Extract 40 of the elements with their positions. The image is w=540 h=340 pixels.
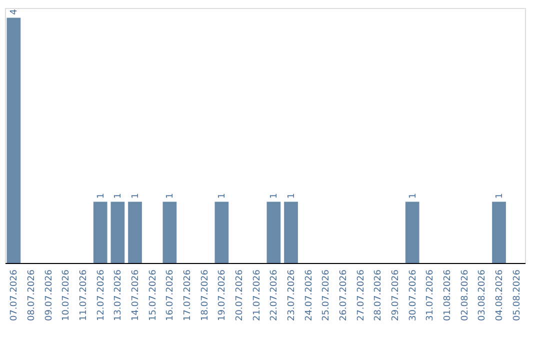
data-label: 1 <box>131 192 141 199</box>
data-label: 1 <box>166 192 176 199</box>
data-label: 1 <box>270 192 280 199</box>
x-tick-label: 19.07.2026 <box>218 269 228 322</box>
x-tick-label: 27.07.2026 <box>356 269 366 322</box>
x-tick-label: 13.07.2026 <box>114 269 124 322</box>
data-label: 1 <box>287 192 297 199</box>
x-tick-label: 01.08.2026 <box>443 269 453 322</box>
data-label: 1 <box>96 192 106 199</box>
data-label: 4 <box>10 8 20 15</box>
x-tick-label: 21.07.2026 <box>252 269 262 322</box>
x-tick-label: 08.07.2026 <box>27 269 37 322</box>
x-tick-label: 30.07.2026 <box>408 269 418 322</box>
x-tick-label: 28.07.2026 <box>374 269 384 322</box>
x-tick-label: 09.07.2026 <box>44 269 54 322</box>
x-tick-label: 18.07.2026 <box>200 269 210 322</box>
x-tick-label: 15.07.2026 <box>148 269 158 322</box>
x-tick-label: 10.07.2026 <box>62 269 72 322</box>
x-tick-label: 31.07.2026 <box>426 269 436 322</box>
x-tick-label: 07.07.2026 <box>10 269 20 322</box>
x-tick-label: 20.07.2026 <box>235 269 245 322</box>
x-tick-label: 11.07.2026 <box>79 269 89 322</box>
x-tick-label: 02.08.2026 <box>460 269 470 322</box>
data-label: 1 <box>114 192 124 199</box>
x-tick-label: 25.07.2026 <box>322 269 332 322</box>
data-label: 1 <box>495 192 505 199</box>
x-tick-label: 23.07.2026 <box>287 269 297 322</box>
x-tick-label: 16.07.2026 <box>166 269 176 322</box>
x-tick-label: 22.07.2026 <box>270 269 280 322</box>
x-tick-label: 14.07.2026 <box>131 269 141 322</box>
x-tick-label: 12.07.2026 <box>96 269 106 322</box>
x-tick-label: 03.08.2026 <box>478 269 488 322</box>
data-label: 1 <box>218 192 228 199</box>
x-tick-label: 29.07.2026 <box>391 269 401 322</box>
x-tick-label: 04.08.2026 <box>495 269 505 322</box>
x-tick-label: 24.07.2026 <box>304 269 314 322</box>
x-tick-label: 26.07.2026 <box>339 269 349 322</box>
data-label: 1 <box>408 192 418 199</box>
x-tick-label: 05.08.2026 <box>512 269 522 322</box>
x-tick-label: 17.07.2026 <box>183 269 193 322</box>
